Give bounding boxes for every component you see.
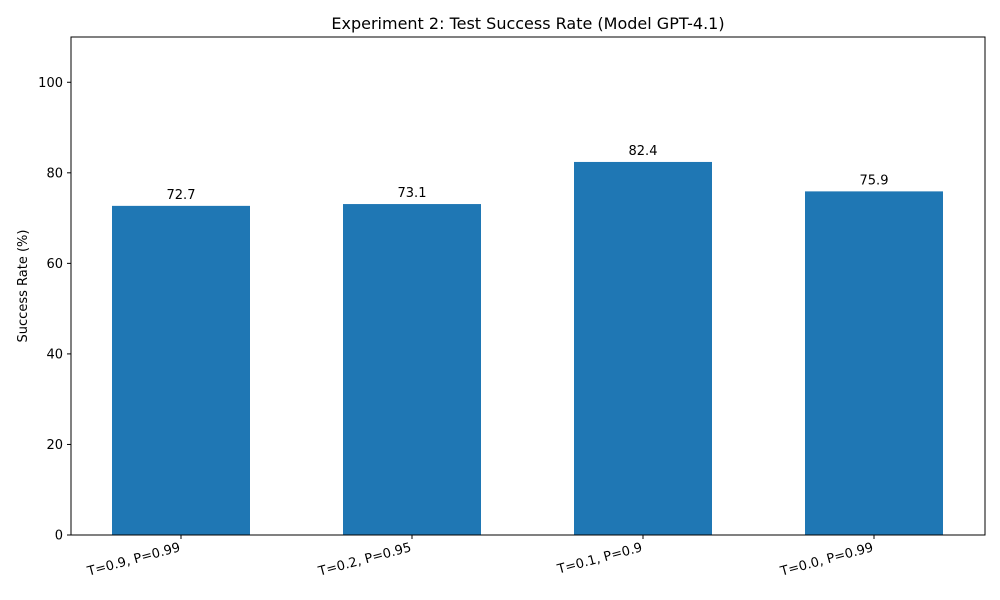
bar-value-label: 73.1 [398, 186, 427, 201]
y-tick-label: 20 [46, 438, 63, 453]
bar [805, 191, 943, 535]
bar [574, 161, 712, 535]
y-tick-label: 80 [46, 166, 63, 181]
y-tick-label: 0 [55, 529, 63, 544]
bar [343, 204, 481, 535]
y-axis-label: Success Rate (%) [16, 230, 31, 343]
bar-value-label: 82.4 [629, 144, 658, 159]
y-tick-label: 100 [38, 76, 63, 91]
x-tick-label: T=0.0, P=0.99 [778, 540, 875, 579]
x-tick-label: T=0.1, P=0.9 [555, 540, 644, 577]
bar [112, 205, 250, 535]
bar-value-label: 75.9 [860, 173, 889, 188]
x-tick-label: T=0.2, P=0.95 [316, 540, 413, 579]
y-tick-label: 60 [46, 257, 63, 272]
bars-group: 72.7 73.1 82.4 75.9 [112, 144, 943, 535]
y-tick-label: 40 [46, 347, 63, 362]
x-tick-label: T=0.9, P=0.99 [85, 540, 182, 579]
chart-title: Experiment 2: Test Success Rate (Model G… [331, 14, 724, 33]
plot-frame [70, 36, 986, 536]
bar-value-label: 72.7 [167, 188, 196, 203]
